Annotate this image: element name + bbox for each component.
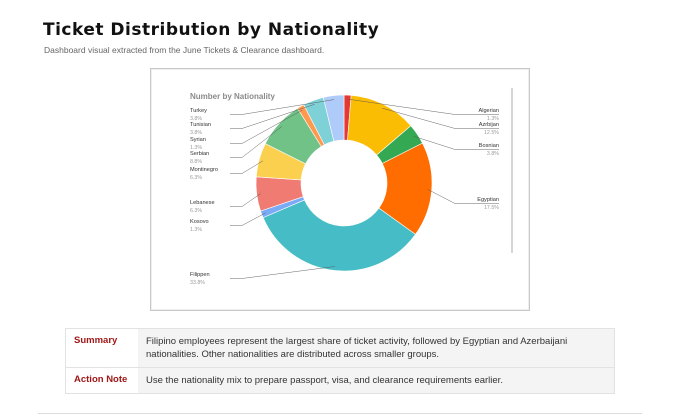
- label-pct-turkey: 3.8%: [190, 116, 202, 122]
- label-egyptian: Egyptian: [477, 197, 499, 203]
- page-subtitle: Dashboard visual extracted from the June…: [44, 45, 325, 55]
- leader-line-lebanese: [230, 193, 261, 207]
- summary-key: Summary: [65, 328, 138, 368]
- donut-chart: Number by Nationality Algerian1.3%Azrbij…: [190, 88, 513, 286]
- labels-group: Algerian1.3%Azrbijan12.5%Bosnian3.8%Egyp…: [190, 108, 499, 286]
- slice-turkey[interactable]: [322, 94, 345, 142]
- label-lebanese: Lebanese: [190, 200, 215, 206]
- leader-line-syrian: [230, 109, 303, 144]
- label-pct-lebanese: 6.3%: [190, 208, 202, 214]
- label-pct-algerian: 1.3%: [487, 116, 499, 122]
- leader-line-egyptian: [427, 189, 499, 204]
- label-pct-syrian: 1.3%: [190, 145, 202, 151]
- slice-filippen[interactable]: [262, 199, 416, 272]
- label-pct-filippen: 33.8%: [190, 280, 205, 286]
- leader-line-turkey: [230, 99, 335, 115]
- summary-text: Filipino employees represent the largest…: [138, 328, 615, 368]
- label-pct-azrbijan: 12.5%: [484, 130, 499, 136]
- label-serbian: Serbian: [190, 151, 209, 157]
- label-kosovo: Kosovo: [190, 219, 209, 225]
- leader-line-montinegro: [230, 160, 264, 174]
- leader-lines-group: [230, 98, 499, 279]
- chart-title: Number by Nationality: [190, 92, 275, 101]
- leader-line-kosovo: [230, 212, 266, 226]
- label-bosnian: Bosnian: [479, 143, 499, 149]
- label-syrian: Syrian: [190, 137, 206, 143]
- leader-line-filippen: [230, 266, 335, 279]
- label-tunisian: Tunisian: [190, 122, 211, 128]
- label-pct-bosnian: 3.8%: [487, 151, 499, 157]
- action-note-key: Action Note: [65, 367, 138, 394]
- bottom-divider: [38, 413, 642, 414]
- leader-line-bosnian: [413, 136, 499, 150]
- leader-line-algerian: [347, 98, 499, 115]
- label-pct-montinegro: 6.3%: [190, 175, 202, 181]
- chart-panel: Number by Nationality Algerian 1.3% Azrbij…: [150, 68, 530, 311]
- notes-table: Summary Filipino employees represent the…: [65, 328, 615, 394]
- label-pct-serbian: 8.8%: [190, 159, 202, 165]
- label-azrbijan: Azrbijan: [479, 122, 499, 128]
- slices-group: [255, 94, 433, 272]
- table-row: Summary Filipino employees represent the…: [65, 328, 615, 368]
- page-title: Ticket Distribution by Nationality: [43, 20, 380, 40]
- label-filippen: Filippen: [190, 272, 210, 278]
- label-montinegro: Montinegro: [190, 167, 218, 173]
- label-pct-kosovo: 1.3%: [190, 227, 202, 233]
- table-row: Action Note Use the nationality mix to p…: [65, 367, 615, 394]
- leader-line-azrbijan: [382, 107, 499, 129]
- label-algerian: Algerian: [478, 108, 499, 114]
- leader-line-serbian: [230, 126, 283, 158]
- label-pct-tunisian: 3.8%: [190, 130, 202, 136]
- label-turkey: Turkey: [190, 108, 207, 114]
- action-note-text: Use the nationality mix to prepare passp…: [138, 367, 615, 394]
- label-pct-egyptian: 17.5%: [484, 205, 499, 211]
- leader-line-tunisian: [230, 104, 315, 129]
